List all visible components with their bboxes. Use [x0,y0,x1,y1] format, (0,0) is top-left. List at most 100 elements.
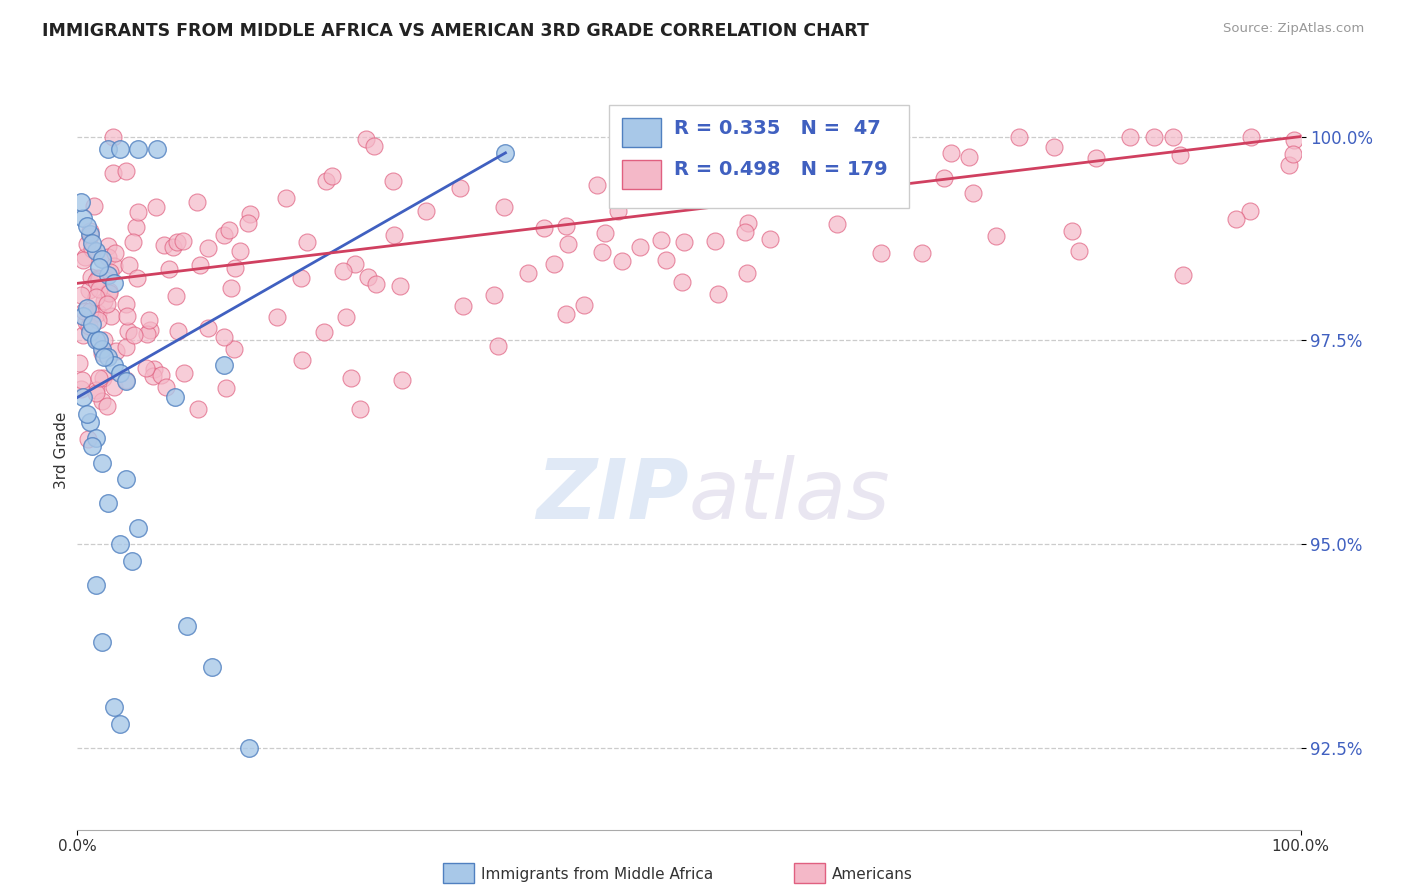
Point [1171,268,1194,283]
Text: Source: ZipAtlas.com: Source: ZipAtlas.com [1223,22,1364,36]
Point [115,296,138,310]
Point [962,186,984,200]
Point [214,227,236,242]
Point [115,340,138,354]
Point [212,358,235,372]
Point [197,241,219,255]
Point [139,323,162,337]
Point [734,225,756,239]
Point [121,553,143,567]
Point [90,346,112,360]
Point [238,741,260,756]
Point [1278,158,1301,172]
Point [80,439,103,453]
Point [606,204,628,219]
Point [127,205,149,219]
Point [103,166,125,180]
Point [90,456,112,470]
Point [87,334,110,349]
Point [382,228,405,243]
Point [72,304,94,318]
Point [165,391,187,405]
Point [482,287,505,301]
Text: atlas: atlas [689,456,890,536]
Point [84,578,107,592]
Point [127,142,149,156]
Point [72,391,94,405]
Point [80,307,103,321]
Point [87,371,110,385]
Text: IMMIGRANTS FROM MIDDLE AFRICA VS AMERICAN 3RD GRADE CORRELATION CHART: IMMIGRANTS FROM MIDDLE AFRICA VS AMERICA… [42,22,869,40]
Point [862,143,884,157]
Point [671,275,693,289]
Point [80,317,103,331]
Point [295,235,318,249]
Point [167,324,190,338]
Point [76,236,98,251]
Point [91,371,114,385]
Point [704,234,727,248]
Point [117,309,139,323]
Point [357,270,380,285]
Point [672,235,695,249]
Point [76,301,98,315]
Point [138,313,160,327]
Point [315,173,337,187]
Point [115,373,138,387]
Text: R = 0.498   N = 179: R = 0.498 N = 179 [675,161,887,179]
Point [90,635,112,649]
Point [737,216,759,230]
Point [83,198,105,212]
Point [486,339,509,353]
Point [1119,129,1142,144]
Point [648,129,671,144]
Point [959,150,981,164]
Point [1225,211,1247,226]
Point [173,366,195,380]
Text: Americans: Americans [832,867,914,881]
Point [87,271,110,285]
Point [108,716,131,731]
Point [197,321,219,335]
Y-axis label: 3rd Grade: 3rd Grade [53,412,69,489]
Point [67,356,90,370]
Point [332,264,354,278]
Text: ZIP: ZIP [536,456,689,536]
Point [108,142,131,156]
Point [494,201,516,215]
Point [686,150,709,164]
Point [100,264,122,278]
Point [591,245,613,260]
Point [911,245,934,260]
Point [291,352,314,367]
Point [610,254,633,268]
Point [215,381,238,395]
Point [1043,139,1066,153]
Point [312,326,335,340]
Point [758,231,780,245]
Point [266,310,288,324]
Point [1282,147,1305,161]
Point [219,281,242,295]
Point [1084,151,1107,165]
Point [79,223,101,237]
Point [86,313,108,327]
Point [103,129,125,144]
Point [201,659,224,673]
Point [86,385,108,400]
Point [554,307,576,321]
Point [495,145,517,160]
Point [543,257,565,271]
Point [1069,244,1091,259]
Point [97,350,120,364]
Point [229,244,252,258]
Point [104,246,127,260]
Point [1240,129,1263,144]
Point [166,235,188,249]
Point [574,298,596,312]
Point [100,309,122,323]
Point [655,252,678,267]
Point [96,399,118,413]
Point [218,223,240,237]
Point [97,250,120,264]
